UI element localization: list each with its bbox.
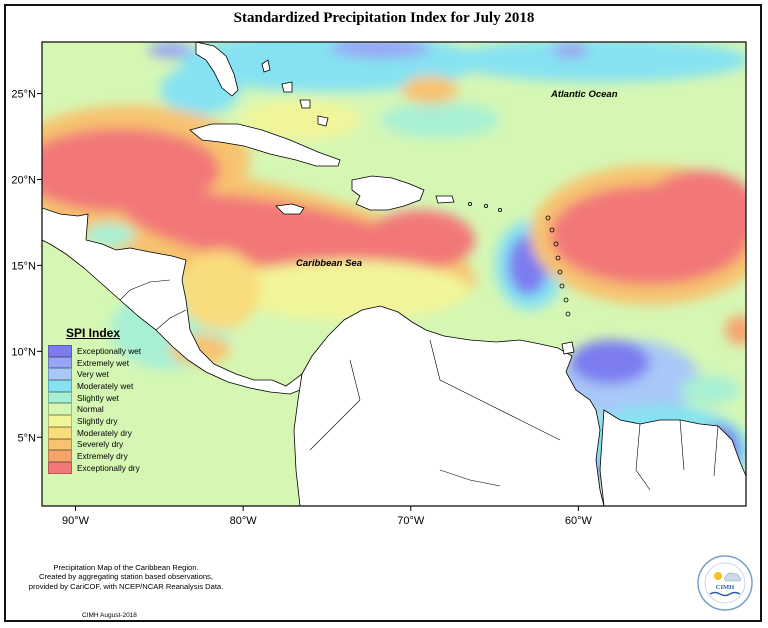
sun-icon <box>714 572 722 580</box>
legend-item: Severely dry <box>48 438 141 451</box>
legend-item: Very wet <box>48 368 141 381</box>
legend-label: Exceptionally dry <box>77 462 140 473</box>
legend-item: Slightly wet <box>48 391 141 404</box>
legend-swatch <box>48 356 72 369</box>
legend-label: Extremely dry <box>77 451 128 462</box>
legend-label: Extremely wet <box>77 357 130 368</box>
credit: CIMH August-2018 <box>82 612 137 619</box>
lat-tick-label: 15°N <box>11 260 36 272</box>
spi-field <box>42 42 746 495</box>
legend-swatch <box>48 345 72 357</box>
lat-tick-label: 20°N <box>11 174 36 186</box>
legend-item: Normal <box>48 403 141 416</box>
trinidad <box>561 341 575 355</box>
lesser-antilles <box>467 201 571 317</box>
caribbean-label: Caribbean Sea <box>296 258 362 269</box>
puerto-rico <box>435 195 455 204</box>
wave-icon <box>709 591 741 597</box>
lat-tick-label: 10°N <box>11 346 36 358</box>
lat-tick-label: 25°N <box>11 89 36 101</box>
legend-swatch <box>48 426 72 439</box>
legend-item: Moderately wet <box>48 380 141 392</box>
map-title: Standardized Precipitation Index for Jul… <box>233 10 535 26</box>
lon-tick-label: 90°W <box>62 515 90 527</box>
legend-label: Normal <box>77 404 104 415</box>
footnote-line-2: Created by aggregating station based obs… <box>39 572 213 582</box>
legend-item: Extremely wet <box>48 356 141 369</box>
lon-tick-label: 60°W <box>565 515 593 527</box>
footnote-line-3: provided by CariCOF, with NCEP/NCAR Rean… <box>28 581 224 591</box>
spi-legend: Exceptionally wet Extremely wet Very wet Mo… <box>48 345 141 474</box>
legend-item: Exceptionally wet <box>48 345 141 357</box>
footnote: Precipitation Map of the Caribbean Regio… <box>16 563 236 591</box>
legend-swatch <box>48 380 72 392</box>
legend-label: Exceptionally wet <box>77 345 142 356</box>
legend-swatch <box>48 450 72 462</box>
central-america <box>42 207 303 395</box>
legend-item: Moderately dry <box>48 426 141 439</box>
cloud-icon <box>724 572 742 582</box>
legend-swatch <box>48 461 72 474</box>
country-borders <box>119 279 719 491</box>
hispaniola <box>351 175 425 211</box>
map-border <box>41 41 747 507</box>
legend-label: Moderately dry <box>77 427 132 438</box>
guianas <box>599 409 746 506</box>
legend-title: SPI Index <box>66 326 121 340</box>
florida <box>195 42 239 97</box>
legend-swatch <box>48 403 72 416</box>
south-america <box>293 305 605 506</box>
lon-tick-label: 80°W <box>230 515 258 527</box>
legend-swatch <box>48 438 72 451</box>
logo-text: CIMH <box>716 584 734 591</box>
cimh-logo: CIMH <box>697 555 753 611</box>
legend-label: Very wet <box>77 369 109 380</box>
axis-ticks: 25°N 20°N 15°N 10°N 5°N 90°W 80°W 70°W 60°W <box>11 89 592 527</box>
footnote-line-1: Precipitation Map of the Caribbean Regio… <box>53 563 199 572</box>
legend-swatch <box>48 368 72 381</box>
legend-swatch <box>48 415 72 427</box>
legend-swatch <box>48 391 72 404</box>
legend-label: Severely dry <box>77 439 124 450</box>
legend-item: Slightly dry <box>48 415 141 427</box>
legend-label: Slightly dry <box>77 415 118 426</box>
legend-label: Moderately wet <box>77 380 134 391</box>
legend-item: Extremely dry <box>48 450 141 462</box>
cuba <box>189 123 341 167</box>
legend-item: Exceptionally dry <box>48 461 141 474</box>
atlantic-label: Atlantic Ocean <box>550 89 618 100</box>
land-masses <box>42 42 746 506</box>
legend-label: Slightly wet <box>77 392 119 403</box>
bahamas <box>261 59 329 127</box>
jamaica <box>275 203 305 215</box>
lon-tick-label: 70°W <box>397 515 425 527</box>
lat-tick-label: 5°N <box>18 432 37 444</box>
